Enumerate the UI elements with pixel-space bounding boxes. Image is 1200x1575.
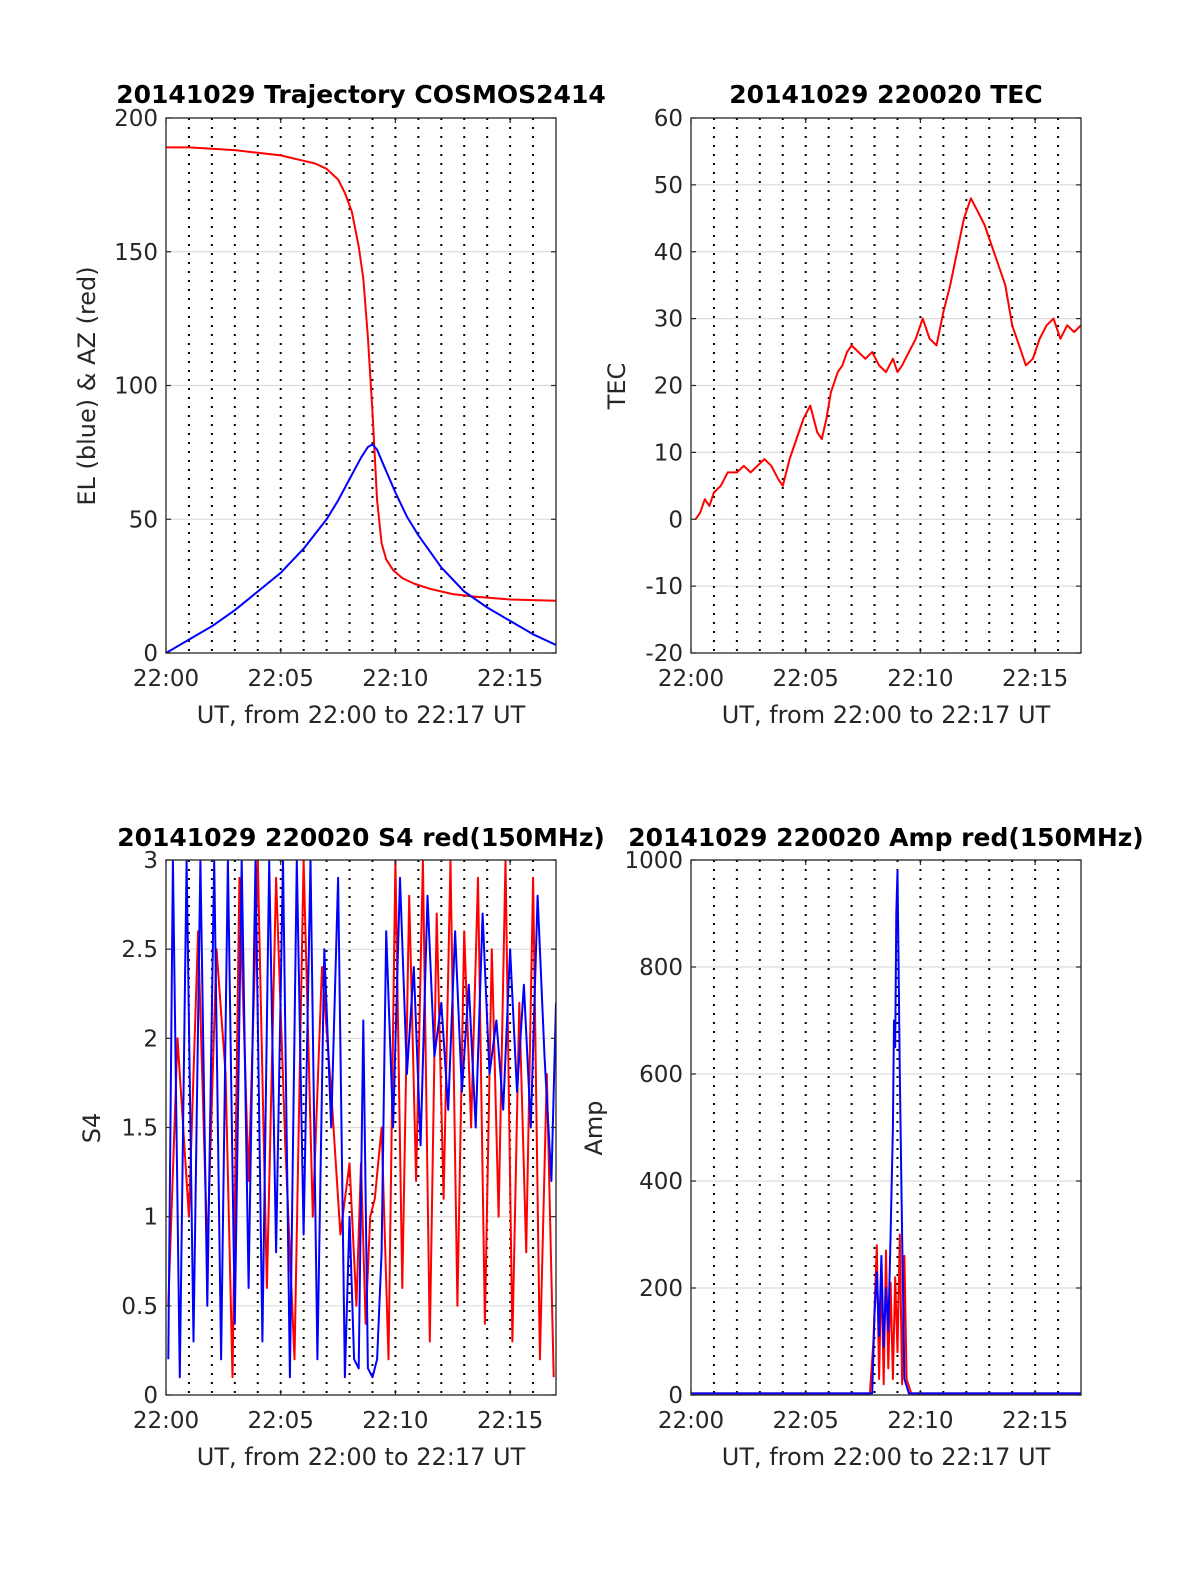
y-tick-label: -20 [645, 641, 683, 667]
x-axis-label: UT, from 22:00 to 22:17 UT [197, 1443, 526, 1471]
chart-amp: 20141029 220020 Amp red(150MHz) UT, from… [580, 823, 1144, 1471]
y-tick-label: 3 [143, 848, 158, 874]
x-tick-label: 22:10 [887, 666, 953, 692]
x-tick-label: 22:05 [773, 666, 839, 692]
chart-trajectory: 20141029 Trajectory COSMOS2414 UT, from … [73, 80, 606, 729]
plot-area: -20 -10 0 10 20 30 40 50 60 22:00 22:05 22:10 22:15 [645, 106, 1082, 692]
series-line [691, 1233, 1081, 1395]
x-axis-label: UT, from 22:00 to 22:17 UT [722, 1443, 1051, 1471]
x-tick-label: 22:10 [362, 1408, 428, 1434]
y-tick-label: 100 [114, 374, 158, 400]
x-tick-label: 22:00 [133, 1408, 199, 1434]
y-axis-label: EL (blue) & AZ (red) [73, 266, 101, 505]
x-axis-label: UT, from 22:00 to 22:17 UT [722, 701, 1051, 729]
y-tick-label: 0 [143, 641, 158, 667]
y-tick-label: 30 [654, 307, 683, 333]
x-tick-label: 22:15 [477, 666, 543, 692]
y-tick-label: 200 [639, 1276, 683, 1302]
y-tick-label: 20 [654, 374, 683, 400]
y-tick-label: -10 [645, 574, 683, 600]
y-tick-label: 1.5 [121, 1116, 158, 1142]
y-tick-label: 400 [639, 1169, 683, 1195]
x-tick-label: 22:05 [248, 1408, 314, 1434]
y-tick-label: 10 [654, 440, 683, 466]
chart-title: 20141029 Trajectory COSMOS2414 [116, 80, 606, 109]
series-line [166, 443, 556, 653]
x-tick-label: 22:05 [248, 666, 314, 692]
x-tick-label: 22:15 [1002, 666, 1068, 692]
chart-title: 20141029 220020 TEC [729, 80, 1042, 109]
axes-box [690, 859, 1082, 1396]
plot-area: 0 200 400 600 800 1000 22:00 22:05 22:10 22:15 [624, 848, 1082, 1434]
y-tick-label: 1 [143, 1205, 158, 1231]
y-tick-label: 2 [143, 1026, 158, 1052]
plot-area: 0 0.5 1 1.5 2 2.5 3 22:00 22:05 22:10 22:15 [121, 848, 557, 1434]
y-axis-label: Amp [580, 1100, 608, 1155]
y-axis-label: S4 [78, 1113, 106, 1144]
y-tick-label: 0 [668, 1383, 683, 1409]
x-tick-label: 22:15 [1002, 1408, 1068, 1434]
x-tick-label: 22:05 [773, 1408, 839, 1434]
chart-s4: 20141029 220020 S4 red(150MHz) UT, from … [78, 823, 605, 1471]
x-tick-label: 22:00 [658, 666, 724, 692]
y-tick-label: 600 [639, 1062, 683, 1088]
chart-tec: 20141029 220020 TEC UT, from 22:00 to 22… [603, 80, 1082, 729]
x-tick-label: 22:10 [362, 666, 428, 692]
y-tick-label: 50 [654, 173, 683, 199]
series-line [167, 860, 556, 1379]
y-tick-label: 0 [668, 507, 683, 533]
y-tick-label: 0 [143, 1383, 158, 1409]
series-line [166, 146, 556, 602]
y-tick-label: 50 [129, 507, 158, 533]
plot-area: 0 50 100 150 200 22:00 22:05 22:10 22:15 [114, 106, 557, 692]
y-tick-label: 60 [654, 106, 683, 132]
y-tick-label: 800 [639, 955, 683, 981]
x-tick-label: 22:10 [887, 1408, 953, 1434]
y-tick-label: 200 [114, 106, 158, 132]
y-tick-label: 0.5 [121, 1294, 158, 1320]
x-tick-label: 22:00 [658, 1408, 724, 1434]
series-line [691, 869, 1081, 1395]
y-axis-label: TEC [603, 363, 631, 411]
x-tick-label: 22:00 [133, 666, 199, 692]
series-line [694, 197, 1081, 520]
chart-title: 20141029 220020 S4 red(150MHz) [117, 823, 605, 852]
x-tick-label: 22:15 [477, 1408, 543, 1434]
chart-title: 20141029 220020 Amp red(150MHz) [628, 823, 1144, 852]
y-tick-label: 1000 [624, 848, 683, 874]
y-tick-label: 40 [654, 240, 683, 266]
y-tick-label: 2.5 [121, 937, 158, 963]
x-axis-label: UT, from 22:00 to 22:17 UT [197, 701, 526, 729]
y-tick-label: 150 [114, 240, 158, 266]
